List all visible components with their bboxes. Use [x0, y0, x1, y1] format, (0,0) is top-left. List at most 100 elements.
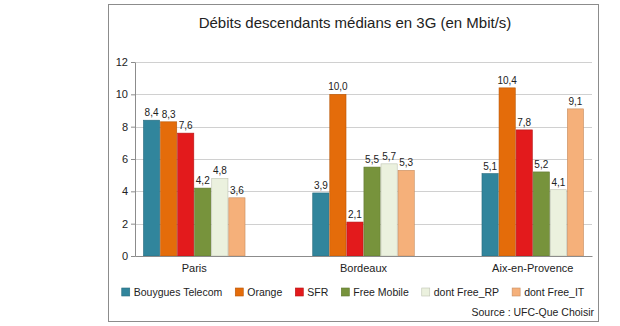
y-tick-mark: [131, 62, 135, 63]
x-axis: Paris Bordeaux Aix-en-Provence: [136, 257, 593, 275]
data-label: 5,3: [399, 157, 413, 168]
y-tick-label: 2: [122, 218, 128, 230]
bar: [178, 133, 194, 256]
data-label: 5,2: [534, 159, 548, 170]
y-tick-label: 6: [122, 153, 128, 165]
series: [195, 167, 550, 256]
series: [212, 164, 567, 256]
bar: [330, 94, 346, 256]
y-tick: 10: [116, 88, 135, 100]
legend-swatch: [122, 288, 130, 296]
bar: [161, 122, 177, 256]
bar: [550, 190, 566, 256]
x-tick: Paris: [182, 262, 208, 274]
title: Débits descendants médians en 3G (en Mbi…: [199, 14, 512, 31]
bar: [499, 88, 515, 256]
y-tick: 2: [122, 218, 135, 230]
x-tick: Bordeaux: [340, 262, 388, 274]
legend: Bouygues Telecom Orange SFR Free Mobile dont…: [122, 286, 585, 298]
legend-item: dont Free_IT: [512, 286, 585, 298]
bar: [143, 120, 159, 256]
data-label: 3,9: [314, 180, 328, 191]
y-tick: 4: [122, 185, 135, 197]
series: [229, 109, 584, 256]
legend-item: Free Mobile: [341, 286, 409, 298]
legend-swatch: [295, 288, 303, 296]
x-tick: Aix-en-Provence: [492, 262, 573, 274]
data-label: 5,1: [483, 161, 497, 172]
data-label: 5,5: [365, 154, 379, 165]
legend-label: dont Free_IT: [524, 286, 585, 298]
bars: [143, 88, 583, 256]
bar: [567, 109, 583, 256]
y-tick: 6: [122, 153, 135, 165]
legend-swatch: [512, 288, 520, 296]
legend-swatch: [422, 288, 430, 296]
legend-label: Bouygues Telecom: [134, 286, 223, 298]
grid: [135, 63, 592, 257]
legend-label: Free Mobile: [353, 286, 409, 298]
legend-label: dont Free_RP: [434, 286, 499, 298]
legend-swatch: [235, 288, 243, 296]
y-tick-label: 10: [116, 88, 128, 100]
y-tick-mark: [131, 224, 135, 225]
legend-label: SFR: [307, 286, 328, 298]
x-tick-label: Paris: [182, 262, 208, 274]
legend-item: Orange: [235, 286, 282, 298]
x-axis-line: [136, 256, 593, 257]
data-label: 8,3: [162, 109, 176, 120]
legend-label: Orange: [247, 286, 282, 298]
y-tick-label: 12: [116, 56, 128, 68]
bar: [482, 174, 498, 256]
x-tick-label: Aix-en-Provence: [492, 262, 573, 274]
bar: [195, 188, 211, 256]
chart: Débits descendants médians en 3G (en Mbi…: [0, 0, 620, 326]
y-tick-label: 8: [122, 121, 128, 133]
legend-item: dont Free_RP: [422, 286, 499, 298]
y-tick: 8: [122, 121, 135, 133]
data-label: 4,8: [213, 165, 227, 176]
data-label: 10,0: [328, 81, 348, 92]
grid-line: [135, 62, 592, 63]
data-label: 5,7: [382, 151, 396, 162]
y-tick: 12: [116, 56, 135, 68]
data-label: 4,2: [196, 175, 210, 186]
frame: [109, 5, 599, 322]
y-tick-mark: [131, 191, 135, 192]
data-label: 7,6: [179, 120, 193, 131]
y-tick-label: 4: [122, 185, 128, 197]
y-tick: 0: [122, 250, 135, 262]
y-tick-label: 0: [122, 250, 128, 262]
data-label: 8,4: [145, 107, 159, 118]
bar: [533, 172, 549, 256]
y-axis: 0 2 4 6 8 10 12: [116, 56, 136, 262]
data-label: 2,1: [348, 209, 362, 220]
data-label: 4,1: [551, 177, 565, 188]
y-tick-mark: [131, 256, 135, 257]
y-tick-mark: [131, 159, 135, 160]
bar: [229, 198, 245, 256]
data-label: 7,8: [517, 117, 531, 128]
grid-line: [135, 94, 592, 95]
data-label: 3,6: [230, 185, 244, 196]
series: [161, 88, 516, 256]
y-axis-line: [135, 63, 136, 257]
data-label: 9,1: [568, 96, 582, 107]
legend-swatch: [341, 288, 349, 296]
legend-item: Bouygues Telecom: [122, 286, 223, 298]
series: [143, 120, 498, 256]
source: Source : UFC-Que Choisir: [471, 306, 594, 318]
data-label: 10,4: [497, 75, 517, 86]
y-tick-mark: [131, 127, 135, 128]
bar: [398, 170, 414, 256]
bar: [516, 130, 532, 256]
bar: [381, 164, 397, 256]
series: [178, 130, 533, 256]
grid-line: [135, 256, 592, 257]
legend-item: SFR: [295, 286, 328, 298]
bar: [347, 222, 363, 256]
bar: [364, 167, 380, 256]
y-tick-mark: [131, 94, 135, 95]
bar: [212, 178, 228, 256]
bar: [313, 193, 329, 256]
